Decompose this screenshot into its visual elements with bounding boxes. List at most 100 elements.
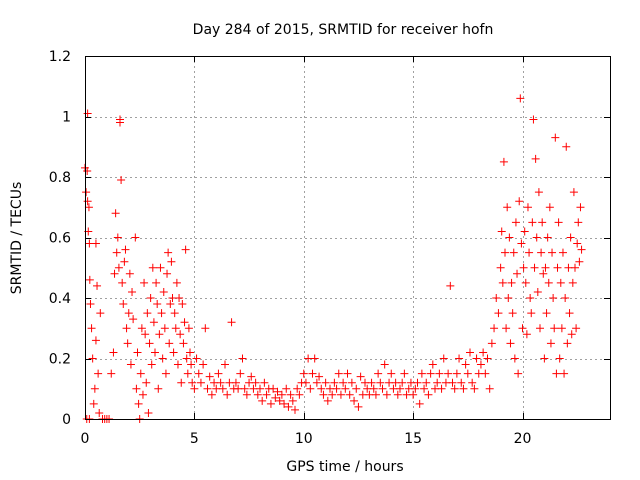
- data-point: [120, 257, 129, 266]
- data-point: [109, 348, 118, 357]
- data-point: [533, 287, 542, 296]
- data-point: [260, 378, 269, 387]
- data-point: [548, 248, 557, 257]
- data-point: [411, 384, 420, 393]
- data-point: [380, 360, 389, 369]
- data-point: [323, 396, 332, 405]
- data-point: [137, 324, 146, 333]
- data-point: [554, 218, 563, 227]
- data-point: [476, 360, 485, 369]
- data-point: [93, 281, 102, 290]
- data-point: [136, 369, 145, 378]
- data-point: [497, 227, 506, 236]
- data-point: [146, 294, 155, 302]
- data-point: [422, 378, 431, 387]
- data-point: [553, 263, 562, 272]
- data-point: [187, 360, 196, 369]
- data-point: [343, 369, 352, 378]
- data-point: [520, 227, 529, 236]
- data-point: [569, 188, 578, 197]
- data-point: [165, 339, 174, 348]
- data-point: [496, 263, 505, 272]
- data-point: [151, 348, 159, 357]
- data-point: [166, 300, 175, 309]
- data-point: [214, 369, 223, 378]
- data-point: [555, 354, 564, 363]
- data-point: [221, 360, 229, 369]
- data-point: [282, 384, 291, 393]
- data-point: [161, 369, 170, 378]
- data-point: [83, 197, 92, 206]
- data-point: [315, 372, 324, 381]
- data-point: [177, 378, 186, 387]
- data-point: [88, 354, 97, 363]
- data-point: [539, 269, 548, 278]
- data-point: [184, 324, 193, 333]
- data-point: [238, 354, 247, 363]
- data-point: [501, 248, 509, 257]
- data-point: [160, 324, 169, 333]
- data-point: [494, 309, 503, 318]
- data-point: [223, 390, 232, 399]
- data-point: [573, 239, 582, 248]
- data-point: [523, 203, 532, 212]
- data-point: [256, 384, 264, 393]
- data-point: [147, 360, 156, 369]
- data-point: [527, 309, 536, 318]
- data-point: [141, 330, 150, 339]
- data-point: [525, 248, 534, 257]
- data-point: [266, 399, 275, 408]
- data-point: [188, 378, 197, 387]
- data-point: [459, 384, 468, 393]
- data-point: [308, 369, 317, 378]
- y-tick-label: 1: [62, 110, 71, 126]
- data-point: [110, 269, 119, 278]
- data-point: [463, 369, 472, 378]
- data-point: [562, 142, 571, 151]
- data-point: [534, 188, 543, 197]
- grid-lines: [85, 56, 610, 419]
- data-point: [145, 339, 154, 348]
- y-tick-label: 0: [62, 412, 71, 428]
- data-point: [551, 133, 560, 142]
- data-point: [125, 269, 134, 278]
- data-point: [452, 369, 461, 378]
- data-point: [509, 248, 518, 257]
- data-point: [236, 369, 245, 378]
- data-point: [231, 378, 240, 387]
- data-point: [83, 109, 92, 118]
- data-point: [203, 384, 212, 393]
- data-point: [171, 324, 180, 333]
- data-point: [258, 396, 267, 405]
- data-point: [540, 354, 549, 363]
- x-tick-label: 10: [295, 431, 313, 447]
- data-point: [155, 330, 164, 339]
- data-point: [378, 384, 387, 393]
- data-point: [572, 324, 581, 333]
- data-point: [345, 390, 354, 399]
- data-point: [179, 339, 188, 348]
- data-point: [420, 384, 429, 393]
- data-point: [273, 387, 282, 396]
- data-point: [409, 390, 418, 399]
- data-point: [450, 384, 459, 393]
- data-point: [199, 360, 208, 369]
- data-point: [448, 378, 457, 387]
- data-point: [144, 408, 153, 417]
- data-point: [510, 354, 519, 363]
- data-point: [568, 278, 577, 287]
- y-tick-label: 0.8: [49, 170, 71, 186]
- data-point: [134, 399, 143, 408]
- data-point: [85, 275, 94, 284]
- data-point: [468, 378, 477, 387]
- data-point: [356, 372, 365, 381]
- data-point: [95, 408, 104, 417]
- data-point: [393, 390, 402, 399]
- data-point: [277, 390, 286, 399]
- data-point: [291, 405, 299, 414]
- data-point: [201, 324, 210, 333]
- axis-ticks: [85, 56, 610, 420]
- data-point: [426, 369, 435, 378]
- data-point: [216, 378, 225, 387]
- data-point: [172, 278, 181, 287]
